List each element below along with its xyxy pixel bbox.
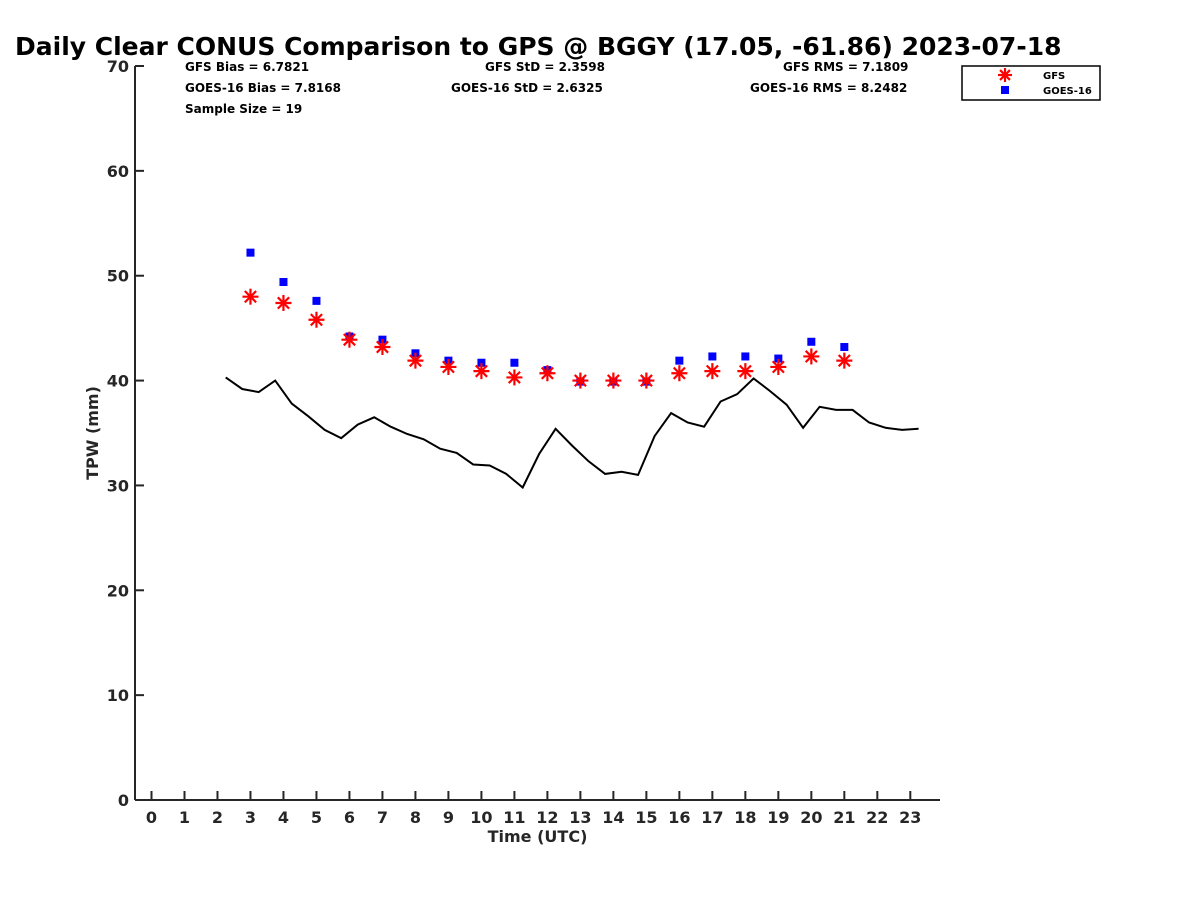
chart-title: Daily Clear CONUS Comparison to GPS @ BG… bbox=[15, 32, 1062, 61]
x-tick-label: 12 bbox=[536, 808, 558, 827]
y-tick-label: 10 bbox=[107, 686, 129, 705]
gfs-point bbox=[374, 339, 391, 356]
stats-block: GFS Bias = 6.7821 GOES-16 Bias = 7.8168 … bbox=[185, 60, 908, 116]
gfs-point bbox=[803, 348, 820, 365]
goes16-point bbox=[741, 352, 750, 361]
legend: GFS GOES-16 bbox=[961, 65, 1101, 101]
legend-box bbox=[961, 65, 1101, 101]
x-tick-label: 18 bbox=[734, 808, 756, 827]
legend-gfs-asterisk bbox=[998, 68, 1012, 82]
gfs-point bbox=[506, 369, 523, 386]
goes-bias-stat: GOES-16 Bias = 7.8168 bbox=[185, 81, 341, 95]
gfs-point bbox=[407, 352, 424, 369]
x-tick-label: 19 bbox=[767, 808, 789, 827]
x-tick-label: 2 bbox=[212, 808, 223, 827]
goes-std-stat: GOES-16 StD = 2.6325 bbox=[451, 81, 603, 95]
goes16-point bbox=[708, 352, 717, 361]
y-tick-label: 40 bbox=[107, 372, 129, 391]
y-axis-label: TPW (mm) bbox=[83, 386, 102, 480]
y-tick-label: 20 bbox=[107, 581, 129, 600]
gps-series-line bbox=[225, 376, 919, 490]
gfs-point bbox=[242, 288, 259, 305]
x-tick-label: 14 bbox=[602, 808, 624, 827]
gfs-point bbox=[341, 331, 358, 348]
goes16-point bbox=[312, 296, 321, 305]
legend-gfs-label: GFS bbox=[1043, 71, 1065, 82]
gfs-point bbox=[836, 352, 853, 369]
y-tick-label: 70 bbox=[107, 57, 129, 76]
gfs-point bbox=[704, 363, 721, 380]
x-tick-label: 13 bbox=[569, 808, 591, 827]
gfs-point bbox=[638, 372, 655, 389]
goes16-point bbox=[774, 354, 783, 363]
gfs-point bbox=[308, 311, 325, 328]
x-tick-label: 5 bbox=[311, 808, 322, 827]
goes16-point bbox=[840, 343, 849, 352]
goes16-point bbox=[510, 358, 519, 367]
gfs-point bbox=[605, 372, 622, 389]
x-tick-label: 6 bbox=[344, 808, 355, 827]
sample-size-stat: Sample Size = 19 bbox=[185, 102, 302, 116]
legend-goes-marker bbox=[1001, 86, 1009, 94]
x-tick-label: 21 bbox=[833, 808, 855, 827]
x-tick-label: 16 bbox=[668, 808, 690, 827]
x-axis-label: Time (UTC) bbox=[488, 827, 588, 846]
y-tick-label: 60 bbox=[107, 162, 129, 181]
gfs-point bbox=[539, 365, 556, 382]
gfs-point bbox=[671, 365, 688, 382]
goes16-point bbox=[807, 337, 816, 346]
x-tick-label: 7 bbox=[377, 808, 388, 827]
y-tick-label: 0 bbox=[118, 791, 129, 810]
legend-goes-label: GOES-16 bbox=[1043, 86, 1092, 97]
x-tick-label: 23 bbox=[899, 808, 921, 827]
x-tick-label: 0 bbox=[146, 808, 157, 827]
gfs-point bbox=[473, 363, 490, 380]
goes16-point bbox=[675, 356, 684, 365]
gfs-point bbox=[572, 372, 589, 389]
x-tick-label: 8 bbox=[410, 808, 421, 827]
x-tick-label: 1 bbox=[179, 808, 190, 827]
x-tick-label: 11 bbox=[503, 808, 525, 827]
gfs-point bbox=[440, 358, 457, 375]
x-tick-label: 20 bbox=[800, 808, 822, 827]
gfs-point bbox=[275, 294, 292, 311]
goes16-point bbox=[477, 358, 486, 367]
gfs-point bbox=[770, 358, 787, 375]
x-tick-label: 3 bbox=[245, 808, 256, 827]
gfs-std-stat: GFS StD = 2.3598 bbox=[485, 60, 605, 74]
x-tick-label: 10 bbox=[470, 808, 492, 827]
y-tick-label: 30 bbox=[107, 476, 129, 495]
y-tick-label: 50 bbox=[107, 267, 129, 286]
x-tick-label: 9 bbox=[443, 808, 454, 827]
x-tick-label: 15 bbox=[635, 808, 657, 827]
legend-gfs-marker bbox=[998, 68, 1012, 82]
x-tick-label: 17 bbox=[701, 808, 723, 827]
gfs-bias-stat: GFS Bias = 6.7821 bbox=[185, 60, 309, 74]
gfs-point bbox=[737, 363, 754, 380]
x-tick-label: 4 bbox=[278, 808, 289, 827]
goes16-point bbox=[246, 248, 255, 257]
gfs-rms-stat: GFS RMS = 7.1809 bbox=[783, 60, 908, 74]
goes16-point bbox=[279, 278, 288, 287]
goes-rms-stat: GOES-16 RMS = 8.2482 bbox=[750, 81, 907, 95]
x-tick-label: 22 bbox=[866, 808, 888, 827]
